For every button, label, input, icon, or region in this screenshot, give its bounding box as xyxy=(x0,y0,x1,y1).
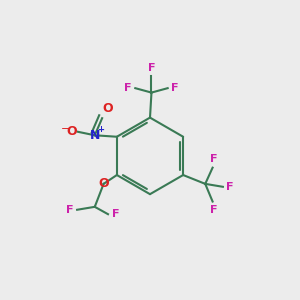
Text: F: F xyxy=(171,83,179,93)
Text: F: F xyxy=(148,63,155,73)
Text: F: F xyxy=(210,154,218,164)
Text: O: O xyxy=(98,177,109,190)
Text: F: F xyxy=(124,83,132,93)
Text: +: + xyxy=(97,125,104,134)
Text: F: F xyxy=(66,205,74,215)
Text: F: F xyxy=(226,182,234,192)
Text: O: O xyxy=(103,102,113,115)
Text: −: − xyxy=(61,124,70,134)
Text: N: N xyxy=(90,129,100,142)
Text: F: F xyxy=(210,205,218,215)
Text: F: F xyxy=(112,209,119,219)
Text: O: O xyxy=(67,125,77,138)
